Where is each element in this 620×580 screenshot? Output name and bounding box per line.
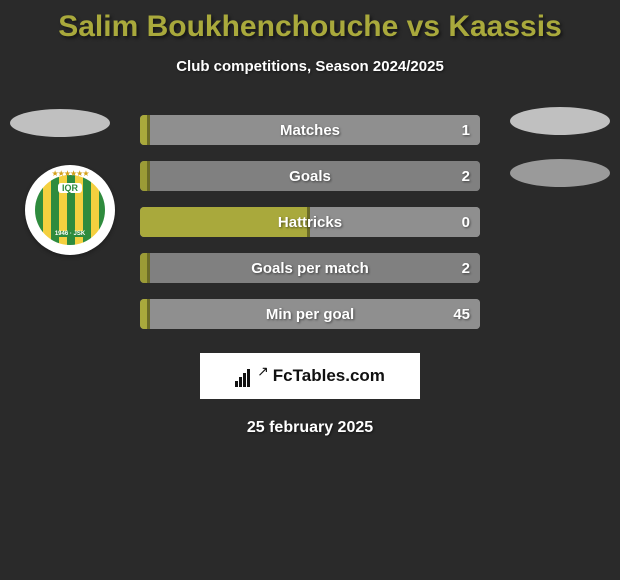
stat-value-right: 45 (453, 306, 470, 323)
infographic: Salim Boukhenchouche vs Kaassis Club com… (0, 0, 620, 437)
brand-text: FcTables.com (273, 366, 385, 386)
stat-value-right: 1 (462, 122, 470, 139)
badge-text-top: IQR (58, 183, 82, 193)
stat-row: Goals 2 (140, 161, 480, 191)
stats-area: ★★★★★★ IQR 1946 · JSK Matches 1 Goals 2 Hatt… (0, 115, 620, 329)
stat-row: Goals per match 2 (140, 253, 480, 283)
stat-label: Goals (289, 168, 331, 185)
stat-value-right: 2 (462, 260, 470, 277)
badge-inner: ★★★★★★ IQR 1946 · JSK (35, 175, 105, 245)
page-title: Salim Boukhenchouche vs Kaassis (58, 10, 562, 44)
chart-icon (235, 365, 257, 387)
stat-row: Min per goal 45 (140, 299, 480, 329)
date-text: 25 february 2025 (247, 419, 373, 437)
stat-label: Hattricks (278, 214, 342, 231)
stat-value-right: 2 (462, 168, 470, 185)
stat-rows: Matches 1 Goals 2 Hattricks 0 Goals per match 2… (140, 115, 480, 329)
brand-box[interactable]: ↗ FcTables.com (200, 353, 420, 399)
player-marker-left (10, 109, 110, 137)
badge-stars: ★★★★★★ (51, 169, 88, 178)
stat-label: Min per goal (266, 306, 354, 323)
player-marker-right (510, 107, 610, 135)
stat-value-right: 0 (462, 214, 470, 231)
stat-row: Matches 1 (140, 115, 480, 145)
subtitle: Club competitions, Season 2024/2025 (176, 58, 444, 75)
stat-row: Hattricks 0 (140, 207, 480, 237)
stat-label: Matches (280, 122, 340, 139)
player-marker-right-2 (510, 159, 610, 187)
badge-text-bottom: 1946 · JSK (53, 231, 87, 237)
arrow-icon: ↗ (257, 363, 269, 380)
club-badge: ★★★★★★ IQR 1946 · JSK (25, 165, 115, 255)
stat-label: Goals per match (251, 260, 369, 277)
